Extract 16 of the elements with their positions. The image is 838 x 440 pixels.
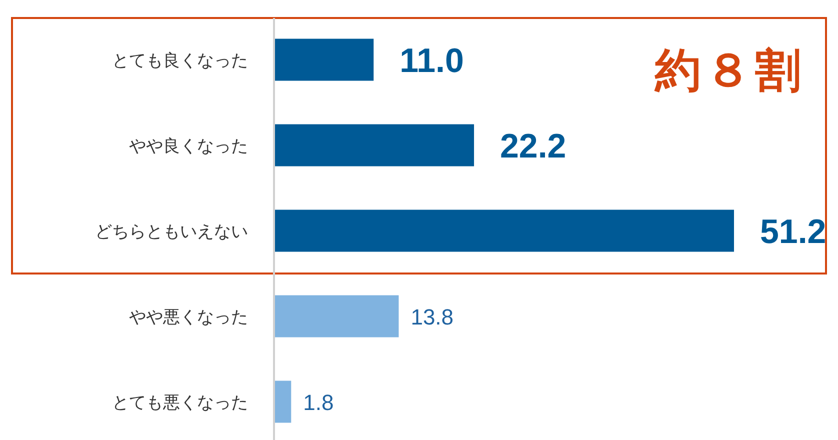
data-label: 1.8 xyxy=(303,390,334,415)
y-tick-label: やや良くなった xyxy=(129,136,248,156)
annotation: 約８割 xyxy=(654,44,805,96)
bar xyxy=(275,210,734,252)
y-tick-label: とても悪くなった xyxy=(112,392,248,412)
data-label: 22.2 xyxy=(500,127,566,166)
data-label: 11.0 xyxy=(400,42,464,80)
bar xyxy=(275,380,292,423)
bar xyxy=(275,124,474,166)
y-tick-label: とても良くなった xyxy=(112,50,248,70)
y-tick-label: どちらともいえない xyxy=(95,222,248,241)
bar xyxy=(275,295,399,338)
data-label: 51.2 xyxy=(760,212,826,251)
bar xyxy=(275,38,374,81)
data-label: 13.8 xyxy=(410,304,454,330)
y-tick-label: やや悪くなった xyxy=(129,307,248,326)
